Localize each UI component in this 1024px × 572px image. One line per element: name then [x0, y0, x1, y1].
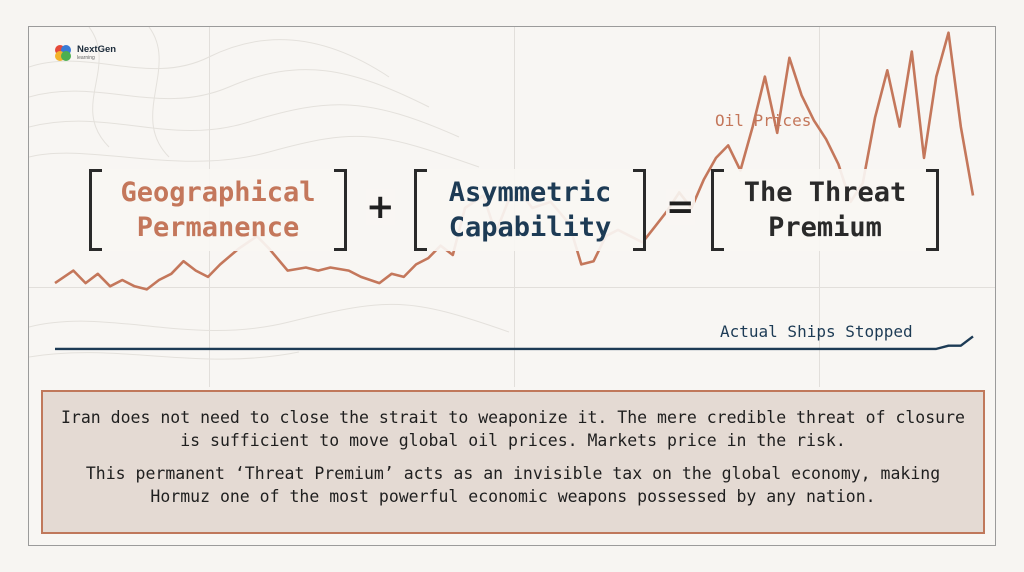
result-threat-premium: The Threat Premium [711, 169, 939, 251]
result-text: The Threat Premium [743, 177, 907, 243]
logo-tagline: learning [77, 55, 95, 61]
logo-name: NextGen [77, 44, 117, 55]
slide-frame: NextGen learning Oil Prices Actual Ships… [28, 26, 996, 546]
term2-text: Asymmetric Capability [448, 177, 612, 243]
equals-operator: = [666, 187, 695, 227]
plus-operator: + [366, 187, 395, 227]
brain-logo-icon [55, 45, 71, 61]
term1-text: Geographical Permanence [120, 177, 316, 243]
explanation-box: Iran does not need to close the strait t… [41, 390, 985, 534]
ships-stopped-series [55, 335, 974, 351]
contour-background [29, 27, 510, 360]
grid-line-h1 [29, 287, 995, 288]
term-asymmetric-capability: Asymmetric Capability [414, 169, 646, 251]
ships-stopped-line [55, 335, 974, 351]
term-geographical-permanence: Geographical Permanence [89, 169, 347, 251]
logo: NextGen learning [53, 43, 116, 63]
ships-stopped-label: Actual Ships Stopped [720, 322, 913, 341]
paragraph-2: This permanent ‘Threat Premium’ acts as … [85, 464, 941, 506]
paragraph-1: Iran does not need to close the strait t… [61, 408, 965, 450]
oil-prices-label: Oil Prices [715, 111, 812, 130]
